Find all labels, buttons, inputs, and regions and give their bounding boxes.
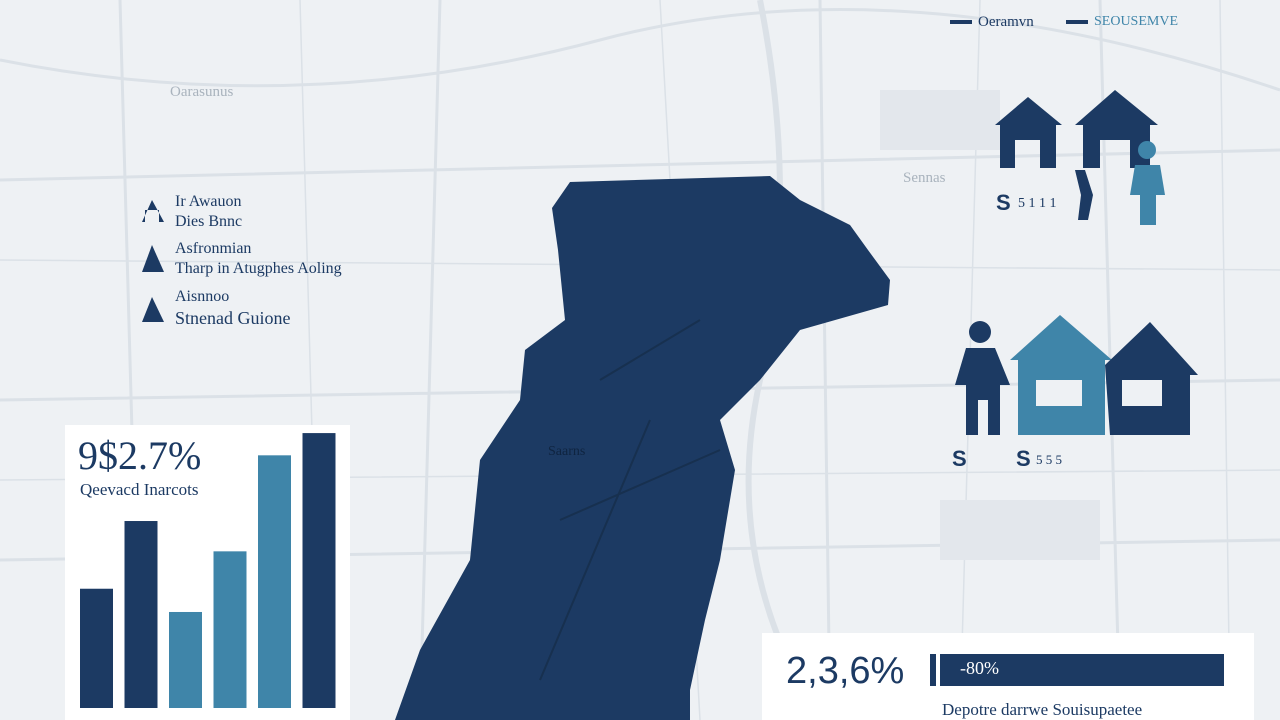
house-icons bbox=[142, 90, 1198, 435]
bar bbox=[80, 588, 113, 708]
bar bbox=[124, 521, 158, 708]
stat-headline: 2,3,6% bbox=[786, 650, 905, 692]
stat-bar-label: -80% bbox=[960, 658, 999, 678]
block bbox=[940, 500, 1100, 560]
stat-divider bbox=[930, 654, 936, 686]
legend-swatch bbox=[1066, 20, 1088, 24]
map-label: Oarasunus bbox=[170, 84, 234, 100]
stat-bar bbox=[940, 654, 1224, 686]
key-title: Aisnnoo bbox=[175, 288, 230, 305]
block bbox=[880, 90, 1000, 150]
key-text: Stnenad Guione bbox=[175, 308, 291, 328]
icon-label: 5 1 1 1 bbox=[1018, 196, 1057, 211]
chart-headline: 9$2.7% bbox=[78, 433, 202, 478]
legend-item: SEOUSEMVE bbox=[1094, 14, 1179, 29]
key-text: Dies Bnnc bbox=[175, 213, 243, 230]
icon-label: S bbox=[1016, 446, 1031, 471]
legend-item: Oeramvn bbox=[978, 14, 1034, 30]
chart-subtitle: Qeevacd Inarcots bbox=[80, 480, 199, 499]
key-title: Asfronmian bbox=[175, 240, 252, 257]
key-text: Tharp in Atugphes Aoling bbox=[175, 260, 342, 277]
legend-swatch bbox=[950, 20, 972, 24]
icon-label: 5 5 5 bbox=[1036, 452, 1062, 467]
key-title: Ir Awauon bbox=[175, 193, 242, 210]
bar-chart bbox=[80, 433, 336, 708]
icon-label: S bbox=[952, 446, 967, 471]
icon-label: S bbox=[996, 190, 1011, 215]
stat-caption: Depotre darrwe Souisupaetee bbox=[942, 700, 1143, 719]
region-shape bbox=[395, 176, 890, 720]
region-lines bbox=[539, 319, 721, 681]
bar bbox=[169, 611, 202, 708]
bar bbox=[258, 455, 291, 708]
bar bbox=[302, 433, 336, 708]
bar bbox=[213, 551, 247, 708]
map-label: Sennas bbox=[903, 170, 946, 186]
map-label: Saarns bbox=[548, 444, 586, 459]
